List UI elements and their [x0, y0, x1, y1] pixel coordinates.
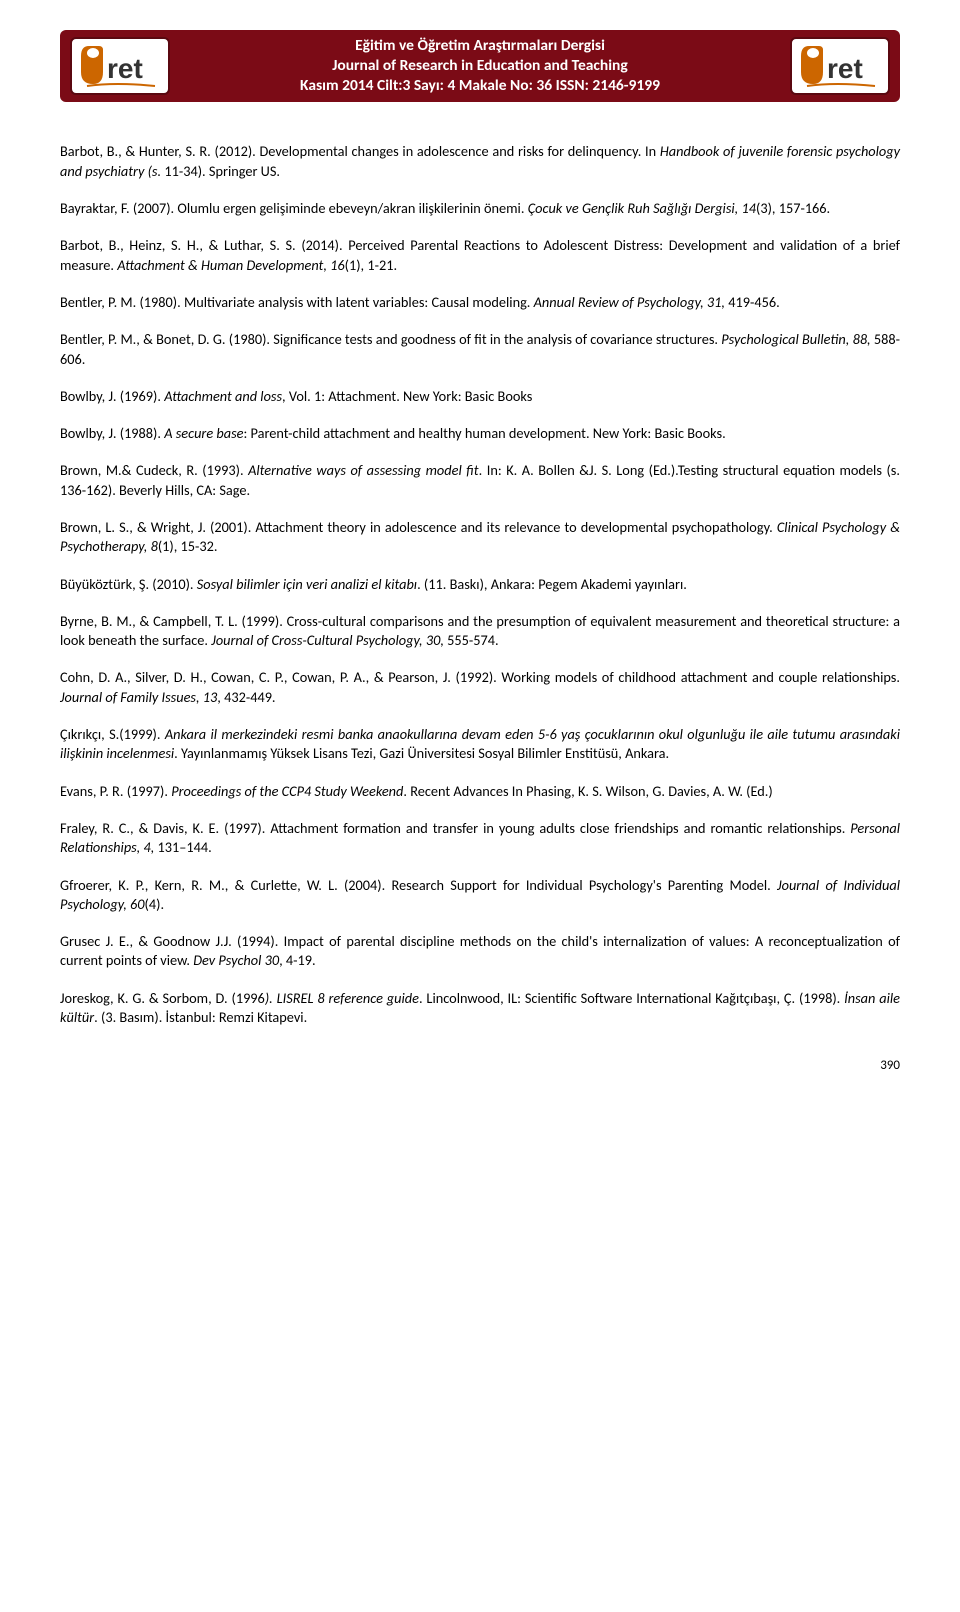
- ref-text: Cohn, D. A., Silver, D. H., Cowan, C. P.…: [60, 668, 900, 686]
- header-line-3: Kasım 2014 Cilt:3 Sayı: 4 Makale No: 36 …: [176, 76, 784, 96]
- ref-text: Büyüköztürk, Ş. (2010).: [60, 575, 197, 593]
- ref-text: (3), 157-166.: [756, 199, 830, 217]
- reference-entry: Joreskog, K. G. & Sorbom, D. (1996). LIS…: [60, 989, 900, 1028]
- jret-logo-icon: ret: [795, 42, 885, 90]
- ref-italic: Attachment and loss: [164, 387, 282, 405]
- reference-entry: Bowlby, J. (1969). Attachment and loss, …: [60, 387, 900, 406]
- ref-text: . Lincolnwood, IL: Scientific Software I…: [419, 989, 844, 1007]
- ref-text: Evans, P. R. (1997).: [60, 782, 171, 800]
- logo-text: ret: [107, 53, 143, 84]
- reference-entry: Barbot, B., & Hunter, S. R. (2012). Deve…: [60, 142, 900, 181]
- ref-text: (4).: [145, 895, 165, 913]
- ref-italic: Dev Psychol 30: [193, 951, 279, 969]
- reference-entry: Cohn, D. A., Silver, D. H., Cowan, C. P.…: [60, 668, 900, 707]
- ref-text: Brown, M.& Cudeck, R. (1993).: [60, 461, 248, 479]
- ref-text: (1), 15-32.: [158, 537, 218, 555]
- ref-text: Bentler, P. M. (1980). Multivariate anal…: [60, 293, 534, 311]
- ref-italic: Alternative ways of assessing model fit: [248, 461, 479, 479]
- reference-entry: Fraley, R. C., & Davis, K. E. (1997). At…: [60, 819, 900, 858]
- journal-header-text: Eğitim ve Öğretim Araştırmaları Dergisi …: [170, 36, 790, 96]
- ref-text: . (11. Baskı), Ankara: Pegem Akademi yay…: [417, 575, 687, 593]
- journal-header-band: ret Eğitim ve Öğretim Araştırmaları Derg…: [60, 30, 900, 102]
- ref-text: 11-34). Springer US.: [161, 162, 280, 180]
- references-list: Barbot, B., & Hunter, S. R. (2012). Deve…: [60, 142, 900, 1027]
- ref-text: Grusec J. E., & Goodnow J.J. (1994). Imp…: [60, 932, 900, 969]
- reference-entry: Büyüköztürk, Ş. (2010). Sosyal bilimler …: [60, 575, 900, 594]
- jret-logo-icon: ret: [75, 42, 165, 90]
- ref-italic: Journal of Family Issues, 13: [60, 688, 217, 706]
- reference-entry: Bentler, P. M., & Bonet, D. G. (1980). S…: [60, 330, 900, 369]
- ref-text: . (3. Basım). İstanbul: Remzi Kitapevi.: [94, 1008, 307, 1026]
- ref-text: (1), 1-21.: [345, 256, 397, 274]
- reference-entry: Evans, P. R. (1997). Proceedings of the …: [60, 782, 900, 801]
- reference-entry: Byrne, B. M., & Campbell, T. L. (1999). …: [60, 612, 900, 651]
- logo-text: ret: [827, 53, 863, 84]
- ref-italic: Proceedings of the CCP4 Study Weekend: [171, 782, 403, 800]
- reference-entry: Brown, M.& Cudeck, R. (1993). Alternativ…: [60, 461, 900, 500]
- header-line-1: Eğitim ve Öğretim Araştırmaları Dergisi: [176, 36, 784, 56]
- ref-text: , 4-19.: [279, 951, 316, 969]
- ref-italic: Sosyal bilimler için veri analizi el kit…: [197, 575, 417, 593]
- ref-text: . Yayınlanmamış Yüksek Lisans Tezi, Gazi…: [174, 744, 669, 762]
- ref-italic: Attachment & Human Development, 16: [117, 256, 344, 274]
- ref-text: Barbot, B., & Hunter, S. R. (2012). Deve…: [60, 142, 660, 160]
- reference-entry: Grusec J. E., & Goodnow J.J. (1994). Imp…: [60, 932, 900, 971]
- ref-text: Fraley, R. C., & Davis, K. E. (1997). At…: [60, 819, 850, 837]
- journal-logo-right: ret: [790, 37, 890, 95]
- ref-italic: Çocuk ve Gençlik Ruh Sağlığı Dergisi, 14: [528, 199, 756, 217]
- reference-entry: Barbot, B., Heinz, S. H., & Luthar, S. S…: [60, 236, 900, 275]
- reference-entry: Bowlby, J. (1988). A secure base: Parent…: [60, 424, 900, 443]
- reference-entry: Bayraktar, F. (2007). Olumlu ergen geliş…: [60, 199, 900, 218]
- ref-text: Bayraktar, F. (2007). Olumlu ergen geliş…: [60, 199, 528, 217]
- reference-entry: Bentler, P. M. (1980). Multivariate anal…: [60, 293, 900, 312]
- ref-text: , Vol. 1: Attachment. New York: Basic Bo…: [282, 387, 532, 405]
- ref-text: : Parent-child attachment and healthy hu…: [243, 424, 725, 442]
- ref-text: Joreskog, K. G. & Sorbom, D. (1996: [60, 989, 265, 1007]
- page-number: 390: [60, 1057, 900, 1075]
- ref-text: 419-456.: [725, 293, 780, 311]
- ref-text: 555-574.: [444, 631, 499, 649]
- reference-entry: Çıkrıkçı, S.(1999). Ankara il merkezinde…: [60, 725, 900, 764]
- ref-text: Brown, L. S., & Wright, J. (2001). Attac…: [60, 518, 777, 536]
- ref-text: , 432-449.: [217, 688, 275, 706]
- ref-italic: Journal of Cross-Cultural Psychology, 30…: [211, 631, 444, 649]
- ref-italic: ). LISREL 8 reference guide: [265, 989, 419, 1007]
- ref-text: Çıkrıkçı, S.(1999).: [60, 725, 165, 743]
- ref-italic: A secure base: [164, 424, 243, 442]
- journal-logo-left: ret: [70, 37, 170, 95]
- reference-entry: Brown, L. S., & Wright, J. (2001). Attac…: [60, 518, 900, 557]
- ref-text: 131–144.: [154, 838, 211, 856]
- reference-entry: Gfroerer, K. P., Kern, R. M., & Curlette…: [60, 876, 900, 915]
- ref-text: Bowlby, J. (1988).: [60, 424, 164, 442]
- ref-text: . Recent Advances In Phasing, K. S. Wils…: [403, 782, 772, 800]
- ref-text: Bentler, P. M., & Bonet, D. G. (1980). S…: [60, 330, 721, 348]
- ref-italic: Annual Review of Psychology, 31,: [534, 293, 725, 311]
- header-line-2: Journal of Research in Education and Tea…: [176, 56, 784, 76]
- ref-italic: Psychological Bulletin, 88,: [721, 330, 870, 348]
- ref-text: Gfroerer, K. P., Kern, R. M., & Curlette…: [60, 876, 777, 894]
- ref-text: Bowlby, J. (1969).: [60, 387, 164, 405]
